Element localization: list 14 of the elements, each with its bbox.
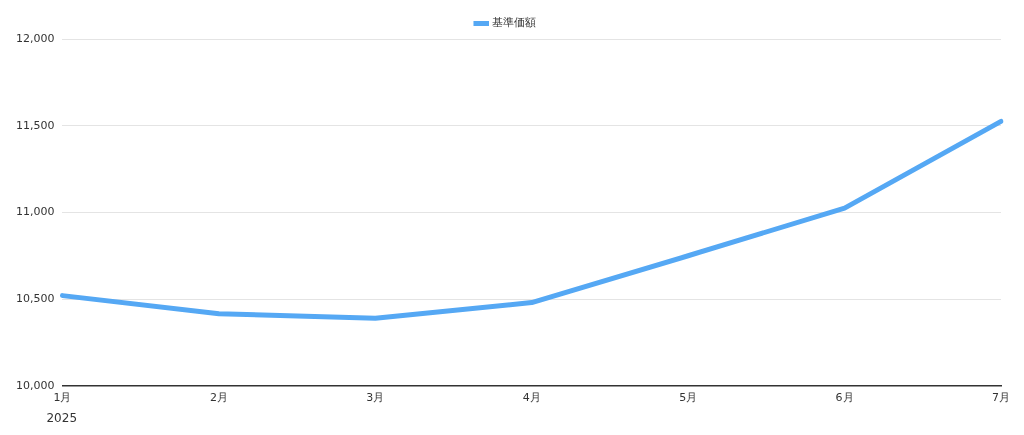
x-tick-label: 3月 [366,391,385,405]
x-tick-label: 1月 [53,391,72,405]
y-tick-label: 10,000 [15,378,55,392]
x-tick-label: 6月 [835,391,854,405]
y-tick-label: 12,000 [15,31,55,45]
x-tick-label: 7月 [992,391,1010,405]
text: 2025 [46,411,78,426]
x-tick-label: 4月 [522,391,541,405]
legend-label: 基準価額 [492,16,537,30]
x-tick-label: 2月 [209,391,228,405]
y-tick-label: 11,500 [15,118,55,132]
x-tick-label: 5月 [679,391,698,405]
y-tick-label: 11,000 [15,205,55,219]
y-tick-label: 10,500 [15,291,55,305]
